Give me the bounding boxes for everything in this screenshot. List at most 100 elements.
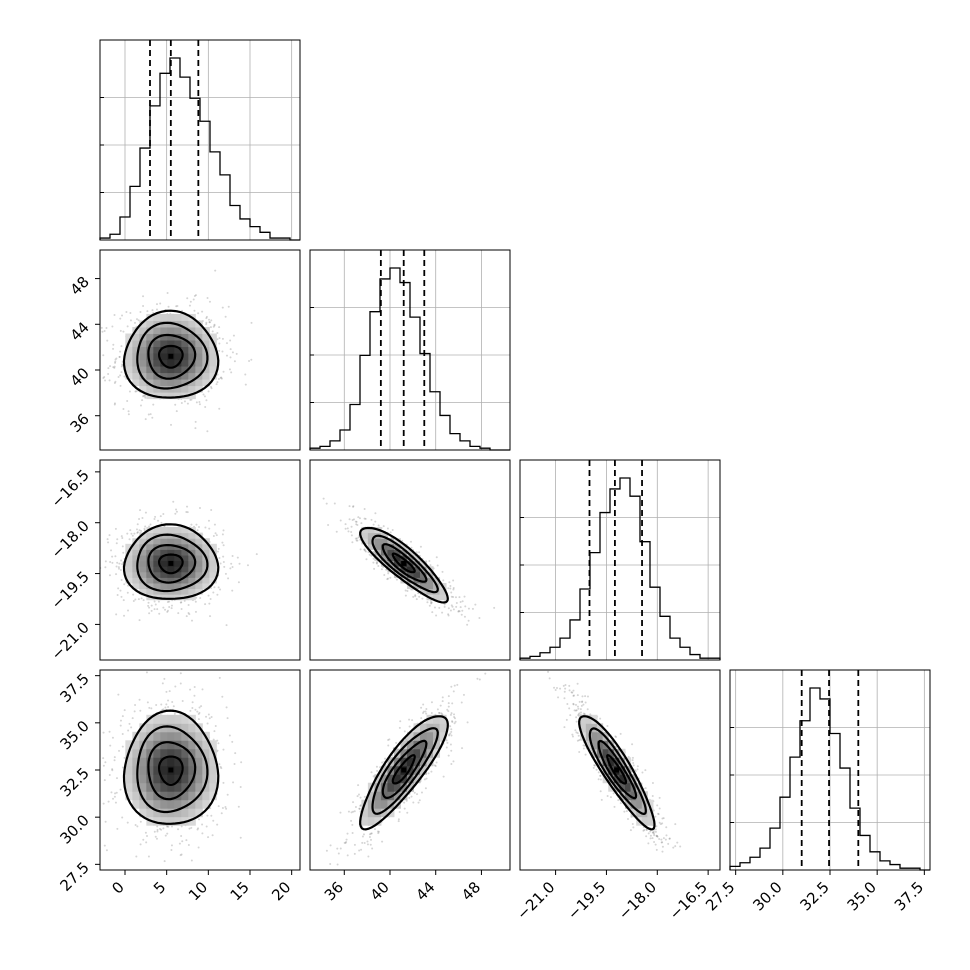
scatter-point xyxy=(418,551,421,554)
density-cell xyxy=(139,731,147,741)
scatter-point xyxy=(135,390,138,393)
scatter-point xyxy=(155,308,158,311)
density-cell xyxy=(160,313,168,321)
density-cell xyxy=(160,543,168,550)
density-cell xyxy=(153,816,161,826)
density-cell xyxy=(202,560,210,567)
density-cell xyxy=(188,385,196,393)
density-cell xyxy=(146,577,154,584)
density-cell xyxy=(125,333,133,341)
density-cell xyxy=(188,372,196,380)
density-cell xyxy=(387,560,395,567)
scatter-point xyxy=(120,595,123,598)
scatter-point xyxy=(415,551,418,554)
density-cell xyxy=(174,748,182,758)
scatter-point xyxy=(410,795,413,798)
scatter-point xyxy=(397,818,400,821)
density-cell xyxy=(139,560,147,567)
scatter-point xyxy=(350,530,353,533)
density-cell xyxy=(380,560,388,567)
scatter-point xyxy=(162,827,165,830)
scatter-point xyxy=(352,505,355,508)
scatter-point xyxy=(355,523,358,526)
scatter-point xyxy=(160,872,162,874)
scatter-point xyxy=(425,712,428,715)
scatter-point xyxy=(408,725,411,728)
scatter-point xyxy=(102,354,105,357)
density-cell xyxy=(195,333,203,341)
density-cell xyxy=(174,326,182,334)
scatter-point xyxy=(370,832,373,835)
scatter-point xyxy=(405,799,408,802)
histogram-panel-1 xyxy=(99,39,301,241)
scatter-point xyxy=(363,548,366,551)
scatter-point xyxy=(438,606,441,609)
density-cell xyxy=(153,714,161,724)
density-cell xyxy=(188,333,196,341)
scatter-point xyxy=(164,706,167,709)
scatter-point xyxy=(449,585,452,588)
scatter-point xyxy=(165,690,168,693)
density-cell xyxy=(132,791,140,801)
scatter-point xyxy=(197,718,200,721)
density-cell xyxy=(188,320,196,328)
density-cell xyxy=(181,333,189,341)
scatter-point xyxy=(322,497,325,500)
scatter-point xyxy=(451,702,454,705)
scatter-point xyxy=(360,848,363,851)
density-cell xyxy=(174,538,182,545)
scatter-point xyxy=(224,315,227,318)
scatter-point xyxy=(111,768,114,771)
scatter-point xyxy=(118,356,121,359)
density-cell xyxy=(188,782,196,792)
scatter-point xyxy=(147,601,150,604)
scatter-point xyxy=(350,534,353,537)
scatter-point xyxy=(189,398,192,401)
scatter-point xyxy=(156,608,159,611)
scatter-point xyxy=(114,801,117,804)
scatter-point xyxy=(213,586,216,589)
density-cell xyxy=(195,379,203,387)
scatter-point xyxy=(359,796,362,799)
density-cell xyxy=(132,379,140,387)
density-cell xyxy=(181,340,189,348)
scatter-point xyxy=(438,711,441,714)
scatter-point xyxy=(351,541,354,544)
scatter-point xyxy=(208,321,211,324)
scatter-point xyxy=(451,721,454,724)
scatter-point xyxy=(193,295,196,298)
scatter-point xyxy=(327,523,330,526)
scatter-point xyxy=(205,315,208,318)
scatter-point xyxy=(206,297,209,300)
scatter-point xyxy=(361,835,364,838)
scatter-point xyxy=(216,381,219,384)
scatter-point xyxy=(222,748,225,751)
scatter-point xyxy=(478,617,481,620)
scatter-point xyxy=(457,610,460,613)
scatter-point xyxy=(369,838,372,841)
scatter-point xyxy=(162,512,165,515)
density-cell xyxy=(167,366,175,374)
density-cell xyxy=(209,333,217,341)
density-cell xyxy=(167,372,175,380)
density-cell xyxy=(195,808,203,818)
scatter-point xyxy=(117,566,120,569)
scatter-point xyxy=(158,612,161,615)
density-cell xyxy=(188,353,196,361)
density-cell xyxy=(181,566,189,573)
scatter-point xyxy=(435,761,438,764)
density-cell xyxy=(139,359,147,367)
scatter-point xyxy=(225,706,228,709)
density-cell xyxy=(160,359,168,367)
density-cell xyxy=(125,366,133,374)
scatter-point xyxy=(222,561,225,564)
scatter-point xyxy=(388,738,391,741)
density-cell xyxy=(139,366,147,374)
histogram-bars-1 xyxy=(99,57,300,241)
density-cell xyxy=(367,532,375,539)
scatter-point xyxy=(222,544,225,547)
scatter-point xyxy=(108,534,111,537)
scatter-point xyxy=(216,749,219,752)
density-cell xyxy=(153,359,161,367)
density-cell xyxy=(160,714,168,724)
